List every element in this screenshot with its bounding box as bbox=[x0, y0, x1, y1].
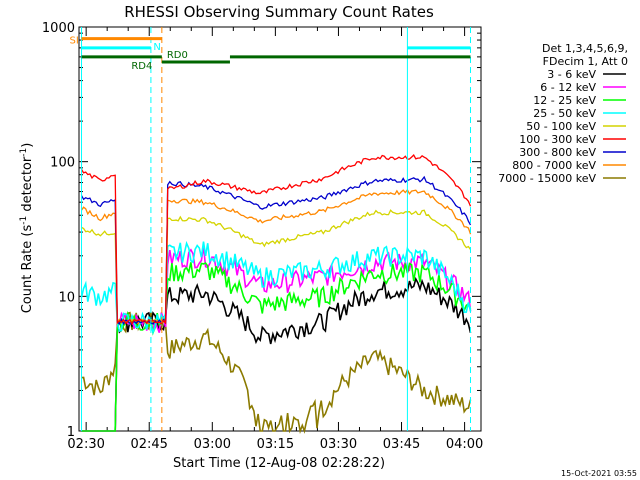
legend-label: 300 - 800 keV bbox=[519, 146, 596, 159]
y-label-exp-1: -1 bbox=[19, 216, 29, 225]
x-tick-label: 02:30 bbox=[67, 437, 104, 452]
x-tick-label: 03:15 bbox=[257, 437, 294, 452]
flag-label: RD0 bbox=[167, 50, 188, 61]
legend-label: 800 - 7000 keV bbox=[512, 159, 596, 172]
plot-frame bbox=[78, 26, 482, 432]
x-axis-label: Start Time (12-Aug-08 02:28:22) bbox=[173, 456, 385, 471]
legend-label: 100 - 300 keV bbox=[519, 133, 596, 146]
chart-title: RHESSI Observing Summary Count Rates bbox=[124, 3, 434, 21]
y-label-part-1: Count Rate (s bbox=[20, 225, 35, 314]
legend-label: 7000 - 15000 keV bbox=[498, 172, 596, 185]
y-tick-label: 1000 bbox=[42, 21, 75, 36]
x-tick-label: 04:00 bbox=[446, 437, 483, 452]
x-tick-label: 03:00 bbox=[194, 437, 231, 452]
plot-area: 1 10 100 1000 02:30 02:45 03:00 03:15 03:30 03:45… bbox=[42, 21, 483, 452]
legend-label: 25 - 50 keV bbox=[533, 107, 596, 120]
y-label-exp-2: -1 bbox=[19, 148, 29, 157]
series-line bbox=[80, 240, 472, 335]
legend-label: 3 - 6 keV bbox=[547, 68, 596, 81]
flag-label: RD4 bbox=[131, 61, 152, 72]
x-tick-label: 03:45 bbox=[383, 437, 420, 452]
legend: Det 1,3,4,5,6,9, FDecim 1, Att 0 3 - 6 k… bbox=[498, 42, 628, 185]
series-line bbox=[81, 209, 472, 325]
y-tick-label: 10 bbox=[58, 290, 75, 305]
series-line bbox=[81, 276, 472, 432]
footer-timestamp: 15-Oct-2021 03:55 bbox=[561, 469, 637, 478]
legend-label: 12 - 25 keV bbox=[533, 94, 596, 107]
legend-label: 50 - 100 keV bbox=[526, 120, 596, 133]
y-tick-label: 100 bbox=[50, 156, 75, 171]
x-tick-label: 02:45 bbox=[130, 437, 167, 452]
y-label-part-3: ) bbox=[20, 143, 35, 148]
legend-header-line-1: Det 1,3,4,5,6,9, bbox=[542, 42, 628, 55]
annotation-text: N bbox=[153, 42, 160, 53]
flag-label: SI bbox=[70, 36, 79, 47]
y-axis-label: Count Rate (s-1 detector-1) bbox=[19, 143, 35, 314]
legend-header-line-2: FDecim 1, Att 0 bbox=[543, 55, 628, 68]
legend-label: 6 - 12 keV bbox=[540, 81, 596, 94]
y-tick-label: 1 bbox=[67, 425, 75, 440]
x-tick-label: 03:30 bbox=[320, 437, 357, 452]
series-line bbox=[80, 154, 472, 326]
y-label-part-2: detector bbox=[20, 156, 35, 216]
